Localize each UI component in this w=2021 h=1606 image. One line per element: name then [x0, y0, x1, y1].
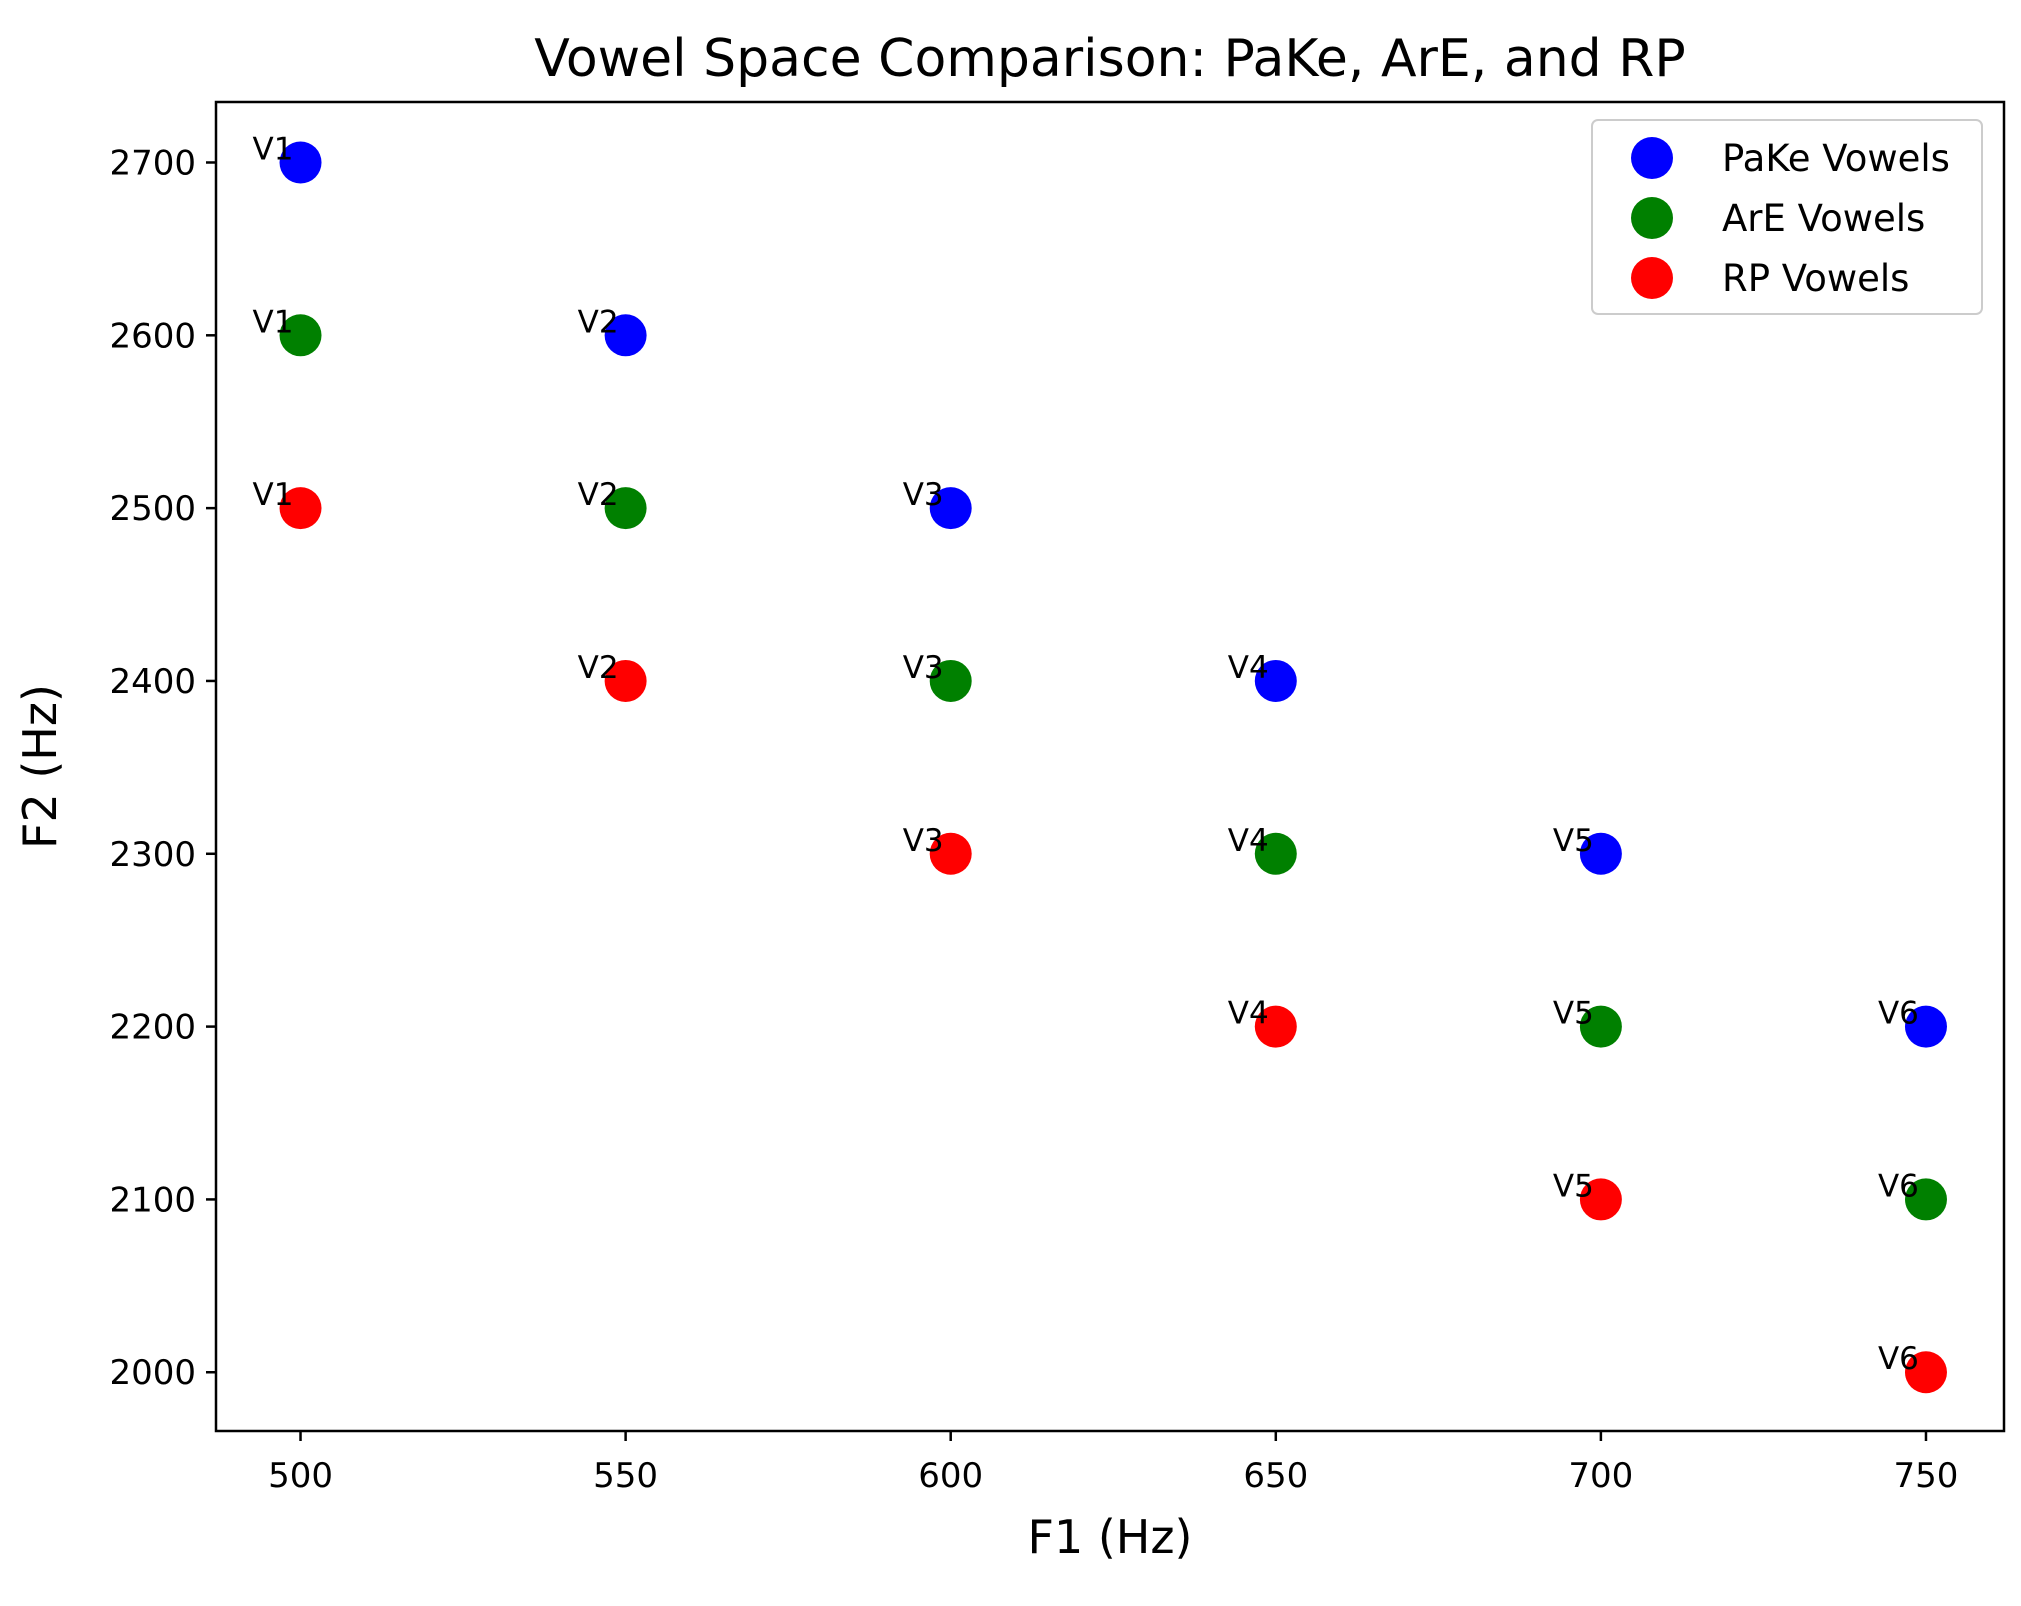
x-tick-label: 650: [1243, 1456, 1308, 1496]
point-label: V2: [578, 650, 619, 686]
point-label: V3: [903, 823, 944, 859]
x-tick-label: 600: [918, 1456, 983, 1496]
plot-area: V1 V2 V3 V4 V5 V6 V1 V2 V3 V4 V5 V6 V1 V2 V3 V4 V5 V6: [253, 131, 1947, 1394]
chart-title: Vowel Space Comparison: PaKe, ArE, and R…: [534, 29, 1685, 89]
data-point: [929, 832, 972, 875]
legend-box: [1591, 119, 1983, 315]
plot-frame: [214, 100, 2006, 1433]
data-point: [1579, 1005, 1622, 1048]
point-label: V1: [253, 304, 294, 340]
data-point: [604, 487, 647, 530]
point-label: V1: [253, 131, 294, 167]
y-tick-label: 2300: [109, 835, 196, 875]
point-label: V5: [1553, 996, 1594, 1032]
y-tick-label: 2700: [109, 143, 196, 183]
x-tick-label: 550: [593, 1456, 658, 1496]
y-tick-label: 2000: [109, 1353, 196, 1393]
point-label: V4: [1228, 650, 1269, 686]
point-label: V3: [903, 650, 944, 686]
data-point: [1579, 1178, 1622, 1221]
y-tick-label: 2400: [109, 662, 196, 702]
data-point: [279, 487, 322, 530]
data-point: [929, 487, 972, 530]
legend-marker: [1631, 257, 1673, 299]
data-point: [1254, 832, 1297, 875]
legend-marker: [1631, 197, 1673, 239]
data-point: [1904, 1351, 1947, 1394]
data-point: [279, 141, 322, 184]
data-point: [604, 314, 647, 357]
data-point: [1904, 1178, 1947, 1221]
point-label: V5: [1553, 1168, 1594, 1204]
point-label: V2: [578, 477, 619, 513]
point-label: V3: [903, 477, 944, 513]
legend-entry: RP Vowels: [1722, 257, 1909, 300]
point-label: V6: [1878, 1168, 1919, 1204]
x-tick-label: 750: [1894, 1456, 1959, 1496]
legend-entry: ArE Vowels: [1722, 197, 1925, 240]
axis-ticks: 500 550 600 650 700 750 2000 2100 2200 2300 2400 25…: [109, 143, 1958, 1496]
legend-marker: [1631, 137, 1673, 179]
data-point: [1579, 832, 1622, 875]
point-label: V2: [578, 304, 619, 340]
x-tick-label: 700: [1568, 1456, 1633, 1496]
point-label: V6: [1878, 996, 1919, 1032]
point-label: V6: [1878, 1341, 1919, 1377]
data-point: [1904, 1005, 1947, 1048]
y-tick-label: 2100: [109, 1180, 196, 1220]
legend-entry: PaKe Vowels: [1722, 137, 1950, 180]
x-axis-label: F1 (Hz): [1028, 1510, 1193, 1564]
point-label: V1: [253, 477, 294, 513]
data-point: [1254, 1005, 1297, 1048]
y-tick-label: 2200: [109, 1008, 196, 1048]
y-tick-label: 2600: [109, 316, 196, 356]
data-point: [279, 314, 322, 357]
point-label: V4: [1228, 996, 1269, 1032]
legend: PaKe Vowels ArE Vowels RP Vowels: [1591, 119, 1983, 315]
data-point: [1254, 659, 1297, 702]
point-label: V4: [1228, 823, 1269, 859]
x-tick-label: 500: [268, 1456, 333, 1496]
point-label: V5: [1553, 823, 1594, 859]
y-tick-label: 2500: [109, 489, 196, 529]
data-point: [929, 659, 972, 702]
data-point: [604, 659, 647, 702]
y-axis-label: F2 (Hz): [13, 684, 67, 849]
